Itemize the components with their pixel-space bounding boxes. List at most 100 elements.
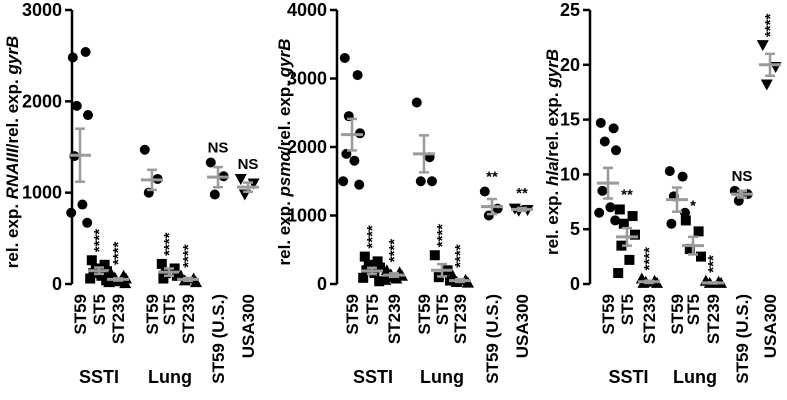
group-label: Lung [420,367,464,387]
data-point [411,97,422,108]
significance-label: * [690,197,696,214]
data-point [608,123,619,134]
data-point [119,277,132,289]
data-point [103,276,116,288]
data-point [680,207,690,218]
data-point [338,176,349,187]
category-label: ST59 [343,294,362,335]
category-label: ST59 [599,294,618,335]
data-point [358,272,369,283]
significance-label: NS [208,140,229,157]
data-point [372,256,383,267]
data-point [349,155,360,166]
category-label: ST5 [160,294,179,325]
significance-label: NS [732,168,753,185]
panel-2: 0 1000 2000 3000 4000 rel. exp. psmα/rel. exp… [275,0,534,387]
data-point [664,166,675,177]
group-label: Lung [673,367,717,387]
category-label: USA300 [761,294,780,358]
significance-label: **** [91,229,108,253]
data-point [205,157,216,168]
data-point [71,100,82,111]
data-point [613,268,624,279]
data-point [479,186,490,197]
category-label: ST59 (U.S.) [209,294,228,384]
data-point [234,173,247,185]
y-tick-label: 3000 [22,0,62,20]
data-point [352,70,363,81]
data-point [614,204,625,215]
data-point [363,259,374,270]
data-point [684,243,695,254]
data-point [88,268,99,279]
y-tick-label: 15 [560,110,580,130]
significance-label: **** [762,14,779,38]
data-point [247,178,260,190]
group-label: Lung [148,367,192,387]
y-tick-label: 1000 [22,183,62,203]
significance-label: *** [705,255,722,273]
category-label: ST5 [363,294,382,325]
y-tick-label: 2000 [22,91,62,111]
data-point [379,273,392,285]
y-tick-label: 0 [570,274,580,294]
data-point [375,262,385,273]
category-label: USA300 [513,294,532,358]
significance-label: **** [434,224,451,248]
data-point [760,79,773,91]
y-tick-label: 0 [317,274,327,294]
data-point [618,218,629,229]
category-label: ST239 [704,294,723,344]
data-point [605,202,616,213]
data-point [616,240,627,251]
category-label: ST239 [640,294,659,344]
y-tick-label: 3000 [287,69,327,89]
data-point [677,171,688,182]
data-point [67,52,78,63]
category-label: ST5 [90,294,109,325]
y-tick-label: 0 [52,274,62,294]
group-label: SSTI [353,367,393,387]
data-point [374,276,385,287]
data-point [666,218,677,229]
data-point [693,226,704,237]
data-point [354,179,365,190]
data-point [339,52,350,63]
data-point [595,117,606,128]
data-point [627,211,638,222]
data-point [169,263,180,274]
y-axis-label: rel. exp. RNAIII/rel. exp. gyrB [3,36,22,268]
y-tick-label: 25 [560,0,580,20]
data-point [415,176,426,187]
category-label: ST239 [385,294,404,344]
data-point [624,254,635,265]
data-point [599,136,610,147]
significance-label: ** [486,169,498,186]
category-label: ST239 [179,294,198,344]
data-point [756,40,769,52]
category-label: ST59 [415,294,434,335]
data-point [156,258,167,269]
significance-label: **** [386,239,403,263]
category-label: ST239 [109,294,128,344]
data-point [158,273,169,284]
group-label: SSTI [608,367,648,387]
category-label: ST59 [71,294,90,335]
y-axis-label: rel. exp. psmα/rel. exp. gyrB [275,39,294,266]
y-tick-label: 2000 [287,137,327,157]
significance-label: **** [110,242,127,266]
data-point [359,251,370,262]
y-axis-label: rel. exp. hla/rel. exp. gyrB [543,49,562,255]
panel-3: 0 5 10 15 20 25 rel. exp. hla/rel. exp. gyrB ST… [543,0,782,387]
group-label: SSTI [79,367,119,387]
significance-label: **** [161,232,178,256]
data-point [209,189,220,200]
category-label: ST59 [668,294,687,335]
y-tick-label: 1000 [287,206,327,226]
data-point [99,259,110,270]
significance-label: ** [621,186,633,203]
category-label: ST5 [618,294,637,325]
data-point [101,275,112,286]
